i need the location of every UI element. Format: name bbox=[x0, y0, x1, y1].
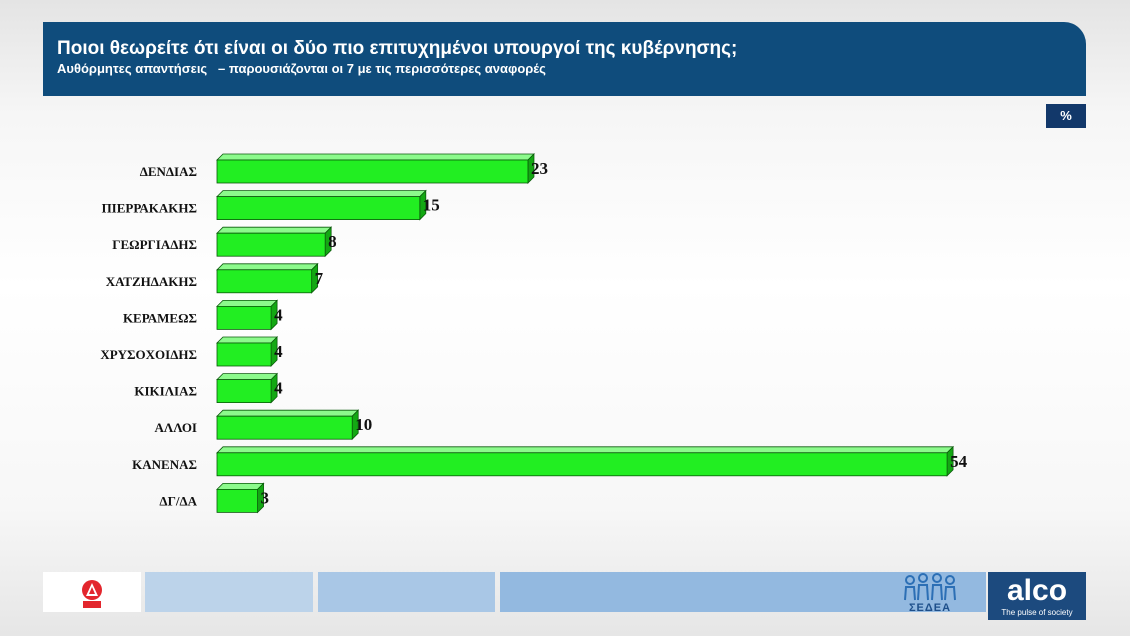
bar-top bbox=[216, 336, 279, 344]
value-label: 7 bbox=[315, 269, 324, 288]
category-label: ΧΡΥΣΟΧΟΙΔΗΣ bbox=[100, 347, 197, 362]
people-icon bbox=[904, 573, 956, 601]
sedea-label: ΣΕΔΕΑ bbox=[908, 602, 952, 614]
bar-top bbox=[216, 373, 279, 381]
bar bbox=[216, 159, 529, 184]
sedea-logo: ΣΕΔΕΑ bbox=[896, 570, 964, 618]
alpha-logo bbox=[43, 572, 141, 612]
bar bbox=[216, 379, 272, 404]
category-label: ΓΕΩΡΓΙΑΔΗΣ bbox=[112, 237, 197, 252]
value-label: 54 bbox=[950, 452, 968, 471]
bar-top bbox=[216, 409, 360, 417]
alpha-logo-icon bbox=[82, 580, 102, 608]
category-label: ΚΕΡΑΜΕΩΣ bbox=[123, 310, 197, 325]
bar-top bbox=[216, 482, 265, 490]
value-label: 4 bbox=[274, 342, 283, 361]
bar-top bbox=[216, 226, 333, 234]
alco-logo: alco The pulse of society bbox=[988, 572, 1086, 620]
value-label: 15 bbox=[423, 196, 440, 215]
alco-tagline: The pulse of society bbox=[1001, 608, 1073, 617]
bar-top bbox=[216, 263, 319, 271]
value-label: 4 bbox=[274, 305, 283, 324]
bar-top bbox=[216, 299, 279, 307]
footer-band-1 bbox=[145, 572, 313, 612]
value-label: 23 bbox=[531, 159, 548, 178]
category-label: ΔΓ/ΔΑ bbox=[159, 493, 197, 508]
bar-top bbox=[216, 190, 427, 198]
bar bbox=[216, 342, 272, 367]
bar bbox=[216, 232, 326, 257]
category-label: ΚΙΚΙΛΙΑΣ bbox=[134, 384, 197, 399]
chart-title: Ποιοι θεωρείτε ότι είναι οι δύο πιο επιτ… bbox=[57, 38, 738, 59]
category-label: ΚΑΝΕΝΑΣ bbox=[132, 457, 197, 472]
chart-subtitle: Αυθόρμητες απαντήσεις – παρουσιάζονται ο… bbox=[57, 61, 546, 76]
bar-top bbox=[216, 153, 535, 161]
bar bbox=[216, 305, 272, 330]
value-label: 4 bbox=[274, 379, 283, 398]
bar bbox=[216, 488, 258, 513]
alco-name: alco bbox=[1006, 574, 1068, 607]
bar-chart: ΔΕΝΔΙΑΣ 23 ΠΙΕΡΡΑΚΑΚΗΣ 15 ΓΕΩΡΓΙΑΔΗΣ 8 ΧΑΤΖΗΔΑ… bbox=[100, 153, 968, 514]
bar bbox=[216, 269, 313, 294]
category-label: ΑΛΛΟΙ bbox=[155, 420, 197, 435]
bar bbox=[216, 452, 948, 477]
bar bbox=[216, 196, 421, 221]
category-label: ΠΙΕΡΡΑΚΑΚΗΣ bbox=[102, 201, 197, 216]
bar-top bbox=[216, 446, 955, 454]
value-label: 10 bbox=[355, 415, 372, 434]
bar bbox=[216, 415, 353, 440]
category-label: ΔΕΝΔΙΑΣ bbox=[140, 164, 197, 179]
category-label: ΧΑΤΖΗΔΑΚΗΣ bbox=[106, 274, 197, 289]
footer-band-2 bbox=[318, 572, 495, 612]
value-label: 8 bbox=[328, 232, 337, 251]
value-label: 3 bbox=[261, 488, 270, 507]
unit-badge: % bbox=[1046, 104, 1086, 128]
chart-header: Ποιοι θεωρείτε ότι είναι οι δύο πιο επιτ… bbox=[43, 22, 1086, 96]
